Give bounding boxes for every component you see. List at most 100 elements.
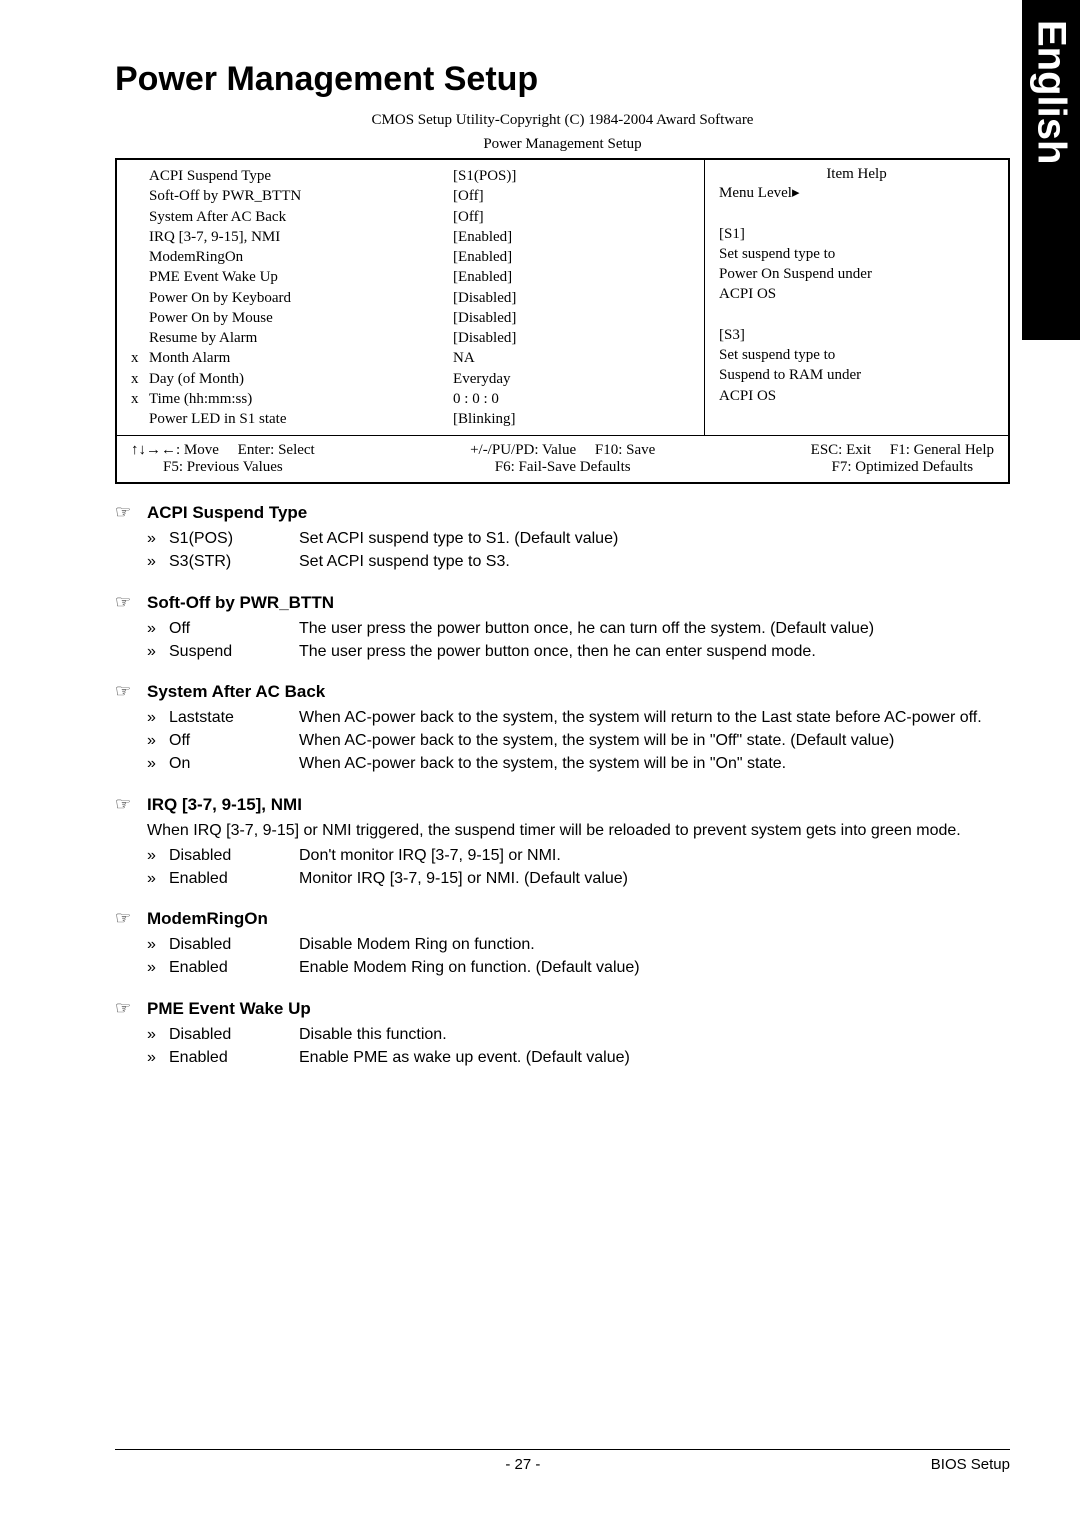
section-title: Soft-Off by PWR_BTTN [147,593,334,613]
option-row: »OffWhen AC-power back to the system, th… [147,729,1010,752]
option-value: Monitor IRQ [3-7, 9-15] or NMI. (Default… [299,867,1010,890]
bios-row-label: PME Event Wake Up [149,267,453,287]
option-value: Set ACPI suspend type to S1. (Default va… [299,527,1010,550]
bios-row: Soft-Off by PWR_BTTN[Off] [131,186,694,206]
option-row: »EnabledEnable Modem Ring on function. (… [147,956,1010,979]
keymap-save: F10: Save [595,442,655,458]
bios-row-label: Soft-Off by PWR_BTTN [149,186,453,206]
bios-row-value: [Disabled] [453,328,694,348]
footer-label: BIOS Setup [931,1456,1010,1473]
side-tab: English [1022,0,1080,340]
bios-row: Power On by Keyboard[Disabled] [131,288,694,308]
option-key: Enabled [169,1046,299,1069]
help-line: ACPI OS [719,386,994,406]
section-head: ☞ PME Event Wake Up [115,998,1010,1019]
keymap-select: Enter: Select [238,442,315,458]
bios-row-value: [Off] [453,207,694,227]
help-line: Power On Suspend under [719,264,994,284]
bullet-icon: » [147,933,169,956]
help-line: ACPI OS [719,284,994,304]
option-row: »OffThe user press the power button once… [147,617,1010,640]
section-head: ☞ACPI Suspend Type [115,502,1010,523]
bullet-icon: » [147,527,169,550]
help-line: [S3] [719,325,994,345]
hand-icon: ☞ [115,592,137,613]
bios-row-value: [S1(POS)] [453,166,694,186]
section: ☞System After AC Back»LaststateWhen AC-p… [115,681,1010,776]
bios-row: System After AC Back[Off] [131,207,694,227]
section-head: ☞ ModemRingOn [115,908,1010,929]
bios-row-label: Day (of Month) [149,369,453,389]
bios-row-label: System After AC Back [149,207,453,227]
hand-icon: ☞ [115,908,137,929]
section-title: ModemRingOn [147,909,268,929]
option-key: Disabled [169,1023,299,1046]
bios-row: Power On by Mouse[Disabled] [131,308,694,328]
bios-row-value: NA [453,348,694,368]
bios-box: ACPI Suspend Type[S1(POS)]Soft-Off by PW… [115,158,1010,484]
section-head: ☞System After AC Back [115,681,1010,702]
help-line [719,203,994,223]
option-value: When AC-power back to the system, the sy… [299,729,1010,752]
bios-row-label: IRQ [3-7, 9-15], NMI [149,227,453,247]
bios-row-prefix [131,186,149,206]
bios-row-label: ModemRingOn [149,247,453,267]
bios-row: IRQ [3-7, 9-15], NMI[Enabled] [131,227,694,247]
section: ☞ModemRingOn»DisabledDisable Modem Ring … [115,908,1010,979]
bios-row-prefix [131,166,149,186]
bios-row-prefix [131,247,149,267]
option-value: Enable Modem Ring on function. (Default … [299,956,1010,979]
option-row: »OnWhen AC-power back to the system, the… [147,752,1010,775]
bios-subtitle-2: Power Management Setup [115,135,1010,155]
bios-row-value: [Off] [453,186,694,206]
bullet-icon: » [147,956,169,979]
keymap-optimized: F7: Optimized Defaults [811,459,994,476]
option-value: Disable this function. [299,1023,1010,1046]
section: ☞ Soft-Off by PWR_BTTN »OffThe user press … [115,592,1010,663]
bios-row: xDay (of Month)Everyday [131,369,694,389]
section: ☞ACPI Suspend Type »S1(POS)Set ACPI suspe… [115,502,1010,573]
help-line: [S1] [719,224,994,244]
bios-row-prefix: x [131,389,149,409]
bullet-icon: » [147,867,169,890]
help-line [719,305,994,325]
bios-row: xMonth AlarmNA [131,348,694,368]
bios-row-label: ACPI Suspend Type [149,166,453,186]
section-title: PME Event Wake Up [147,999,311,1019]
bullet-icon: » [147,617,169,640]
option-row: »EnabledEnable PME as wake up event. (De… [147,1046,1010,1069]
option-key: Suspend [169,640,299,663]
bullet-icon: » [147,706,169,729]
bios-row: xTime (hh:mm:ss)0 : 0 : 0 [131,389,694,409]
bios-help-panel: Item Help Menu Level▸ [S1]Set suspend ty… [705,160,1008,435]
bios-row-label: Power On by Mouse [149,308,453,328]
bios-row-prefix [131,328,149,348]
bios-row-prefix [131,227,149,247]
bios-row-label: Power LED in S1 state [149,409,453,429]
option-row: »SuspendThe user press the power button … [147,640,1010,663]
page-number: - 27 - [505,1456,540,1473]
page-title: Power Management Setup [115,60,1010,99]
option-row: »S1(POS)Set ACPI suspend type to S1. (De… [147,527,1010,550]
bios-row-value: [Disabled] [453,308,694,328]
bios-row-label: Month Alarm [149,348,453,368]
bios-row-prefix [131,409,149,429]
bios-row-value: [Enabled] [453,267,694,287]
option-value: The user press the power button once, th… [299,640,1010,663]
keymap-prev: F5: Previous Values [131,459,315,476]
option-key: Off [169,617,299,640]
bullet-icon: » [147,550,169,573]
page-footer: - 27 - BIOS Setup [115,1449,1010,1473]
bios-row-prefix [131,267,149,287]
keymap-help: F1: General Help [890,442,994,458]
item-help-title: Item Help [719,166,994,183]
bios-row-value: [Enabled] [453,227,694,247]
option-row: »EnabledMonitor IRQ [3-7, 9-15] or NMI. … [147,867,1010,890]
keymap-value: +/-/PU/PD: Value [470,442,576,458]
option-value: When AC-power back to the system, the sy… [299,752,1010,775]
option-key: Disabled [169,933,299,956]
keymap-failsave: F6: Fail-Save Defaults [470,459,655,476]
hand-icon: ☞ [115,998,137,1019]
page-content: Power Management Setup CMOS Setup Utilit… [0,0,1080,1069]
bios-row: Resume by Alarm[Disabled] [131,328,694,348]
